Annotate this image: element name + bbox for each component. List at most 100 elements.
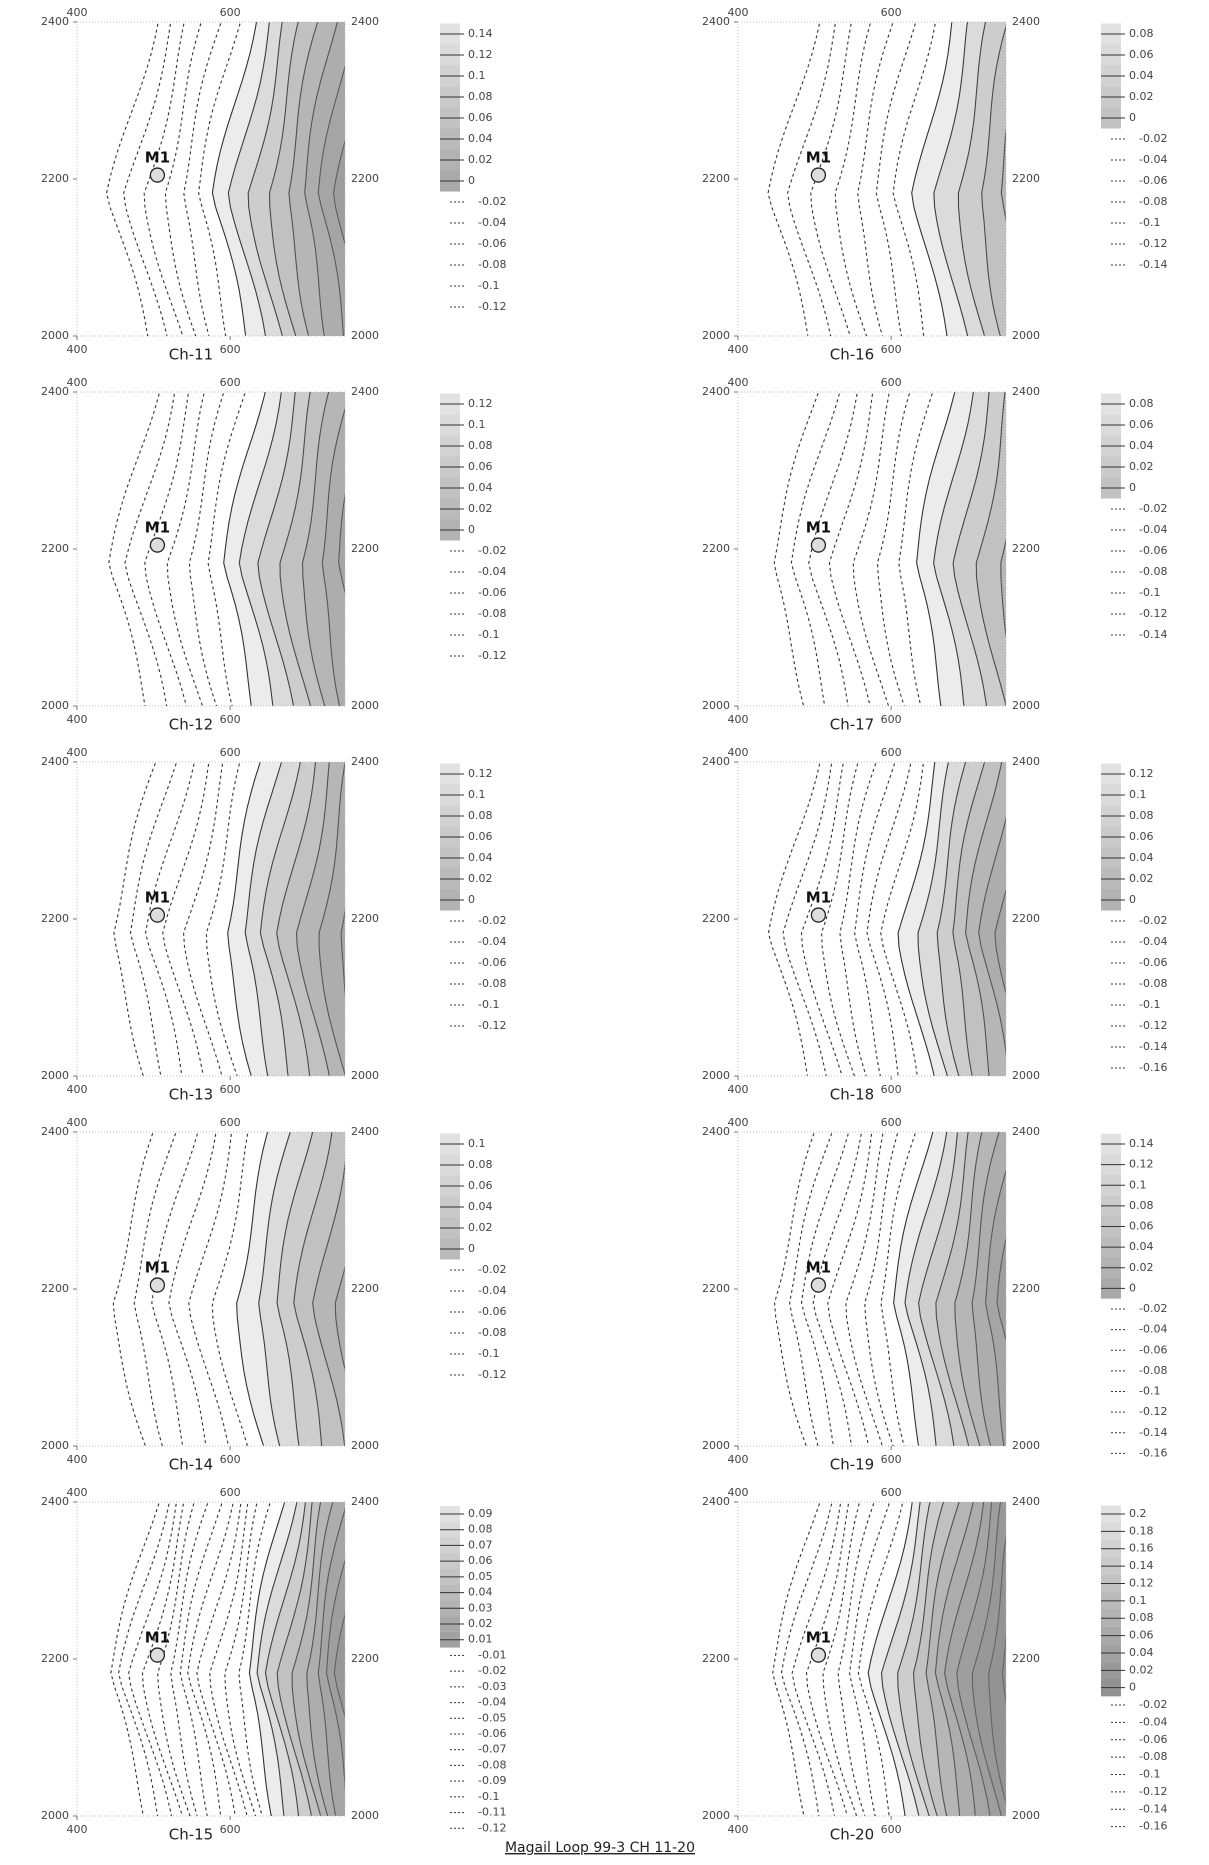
contour-line	[110, 1502, 160, 1816]
contour-line	[978, 815, 1006, 1058]
legend-label: -0.08	[1139, 1364, 1167, 1377]
marker	[810, 537, 827, 553]
legend-label: -0.12	[478, 1368, 506, 1381]
x-tick-label-top: 400	[728, 1116, 749, 1129]
marker-label: M1	[145, 1259, 170, 1277]
contour-line	[971, 1132, 1000, 1446]
contour-line	[317, 64, 345, 336]
contour-line	[864, 1132, 899, 1446]
x-tick-label-top: 400	[728, 1486, 749, 1499]
legend-label: 0.12	[468, 48, 493, 61]
contour-fill	[326, 1560, 345, 1786]
contour-line	[787, 22, 837, 336]
contour-fill	[972, 1502, 1006, 1816]
legend-label: -0.09	[478, 1774, 506, 1787]
legend-label: -0.02	[1139, 1698, 1167, 1711]
contour-fill	[277, 1132, 345, 1446]
legend-label: 0.12	[1129, 1158, 1154, 1171]
contour-line	[808, 392, 858, 706]
legend-label: 0.02	[1129, 460, 1154, 473]
legend-label: 0.08	[468, 439, 493, 452]
legend-label: 0.06	[468, 830, 493, 843]
legend-label: -0.1	[1139, 586, 1160, 599]
x-tick-label-top: 400	[728, 746, 749, 759]
contour-panel: 0.14 0.12 0.1 0.08 0.06 0.04 0.02 0-0.02 -0.04 -0…	[41, 6, 506, 364]
legend-label: 0.06	[1129, 418, 1154, 431]
legend-label: 0.06	[468, 460, 493, 473]
legend-label: 0.2	[1129, 1507, 1147, 1520]
x-tick-label: 600	[220, 1453, 241, 1466]
contour-fill	[976, 392, 1006, 706]
y-tick-label-right: 2400	[1012, 755, 1040, 768]
contour-fill	[972, 1132, 1006, 1446]
contour-fill	[954, 1132, 1006, 1446]
legend-label: 0.08	[468, 90, 493, 103]
legend-label: 0.1	[468, 788, 486, 801]
contour-fill	[258, 1132, 345, 1446]
y-tick-label: 2400	[702, 15, 730, 28]
panel-title: Ch-14	[169, 1456, 213, 1474]
contour-line	[276, 1502, 313, 1816]
y-tick-label-right: 2200	[351, 542, 379, 555]
legend-label: -0.06	[1139, 174, 1167, 187]
y-tick-label-right: 2200	[1012, 912, 1040, 925]
contour-line	[867, 1502, 913, 1816]
contour-line	[244, 762, 283, 1076]
legend-label: -0.12	[478, 649, 506, 662]
legend-label: -0.06	[478, 586, 506, 599]
contour-fill	[304, 22, 345, 336]
x-tick-label-top: 400	[67, 376, 88, 389]
x-tick-label: 600	[881, 343, 902, 356]
y-tick-label-right: 2000	[1012, 1439, 1040, 1452]
plot-area	[113, 762, 345, 1076]
contour-panel: 0.20.180.160.140.120.10.080.060.040.020-…	[702, 1486, 1167, 1844]
y-tick-label: 2000	[702, 699, 730, 712]
panel-title: Ch-16	[830, 346, 874, 364]
legend-label: 0.06	[1129, 1220, 1154, 1233]
legend-label: -0.12	[478, 1821, 506, 1834]
legend-label: -0.16	[1139, 1061, 1167, 1074]
legend-label: -0.02	[1139, 502, 1167, 515]
legend-label: 0.18	[1129, 1524, 1154, 1537]
contour-fill	[935, 1502, 1006, 1816]
contour-line	[828, 392, 874, 706]
contour-line	[1000, 538, 1006, 639]
marker	[810, 1277, 827, 1293]
contour-fill	[318, 1509, 345, 1816]
contour-line	[268, 22, 299, 336]
contour-fill	[1000, 540, 1006, 636]
contour-line	[875, 22, 917, 336]
marker-label: M1	[806, 889, 831, 907]
contour-line	[933, 392, 974, 706]
figure-caption: Magail Loop 99-3 CH 11-20	[505, 1840, 695, 1856]
y-tick-label: 2000	[702, 329, 730, 342]
contour-line	[880, 1502, 921, 1816]
legend-label: 0.02	[468, 1221, 493, 1234]
x-tick-label: 600	[881, 1453, 902, 1466]
x-tick-label: 400	[67, 1083, 88, 1096]
contour-fill	[265, 1502, 345, 1816]
contour-line	[106, 22, 159, 336]
contour-fill	[965, 762, 1006, 1076]
legend-label: -0.14	[1139, 1802, 1167, 1815]
y-tick-label: 2400	[702, 385, 730, 398]
contour-fill	[952, 762, 1006, 1076]
legend-label: -0.14	[1139, 1040, 1167, 1053]
marker	[149, 1647, 166, 1663]
marker	[149, 167, 166, 183]
contour-line	[812, 1132, 863, 1446]
contour-line	[944, 1502, 985, 1816]
contour-line	[207, 392, 246, 706]
contour-line	[334, 1265, 345, 1372]
x-tick-label: 600	[220, 1083, 241, 1096]
legend-label: 0.08	[468, 1158, 493, 1171]
legend-label: 0.04	[1129, 851, 1154, 864]
legend-label: 0.04	[1129, 69, 1154, 82]
legend-label: -0.12	[1139, 237, 1167, 250]
plot-area	[106, 22, 345, 336]
contour-line	[276, 762, 317, 1076]
y-tick-label-right: 2200	[351, 1652, 379, 1665]
contour-line	[295, 762, 330, 1076]
legend-label: -0.04	[1139, 1715, 1167, 1728]
panel-title: Ch-17	[830, 716, 874, 734]
